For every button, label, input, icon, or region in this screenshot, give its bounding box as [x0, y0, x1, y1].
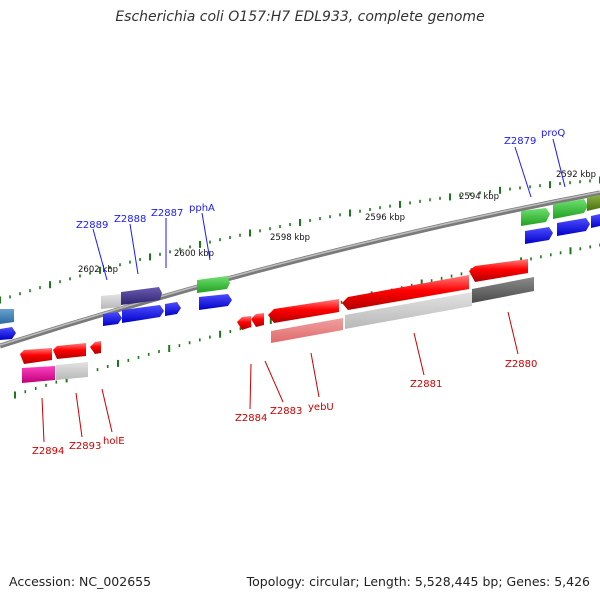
gene-label-z2884[interactable]: Z2884 — [235, 413, 267, 424]
gene-label-yebu[interactable]: yebU — [308, 402, 334, 413]
genome-backbone-highlight — [0, 191, 600, 346]
gene-arrow[interactable] — [101, 294, 121, 309]
gene-arrow[interactable] — [525, 227, 553, 244]
reverse-genes — [20, 259, 534, 383]
topology-label: Topology: circular; Length: 5,528,445 bp… — [246, 574, 590, 589]
gene-label-z2888[interactable]: Z2888 — [114, 214, 146, 225]
gene-arrow[interactable] — [199, 294, 232, 310]
gene-arrow[interactable] — [103, 312, 122, 326]
gene-label-z2893[interactable]: Z2893 — [69, 441, 101, 452]
gene-arrow[interactable] — [557, 218, 590, 236]
kbp-marker-2598: 2598 kbp — [270, 233, 310, 243]
gene-arrow[interactable] — [0, 309, 14, 324]
gene-label-proq[interactable]: proQ — [541, 128, 565, 139]
kbp-marker-2592: 2592 kbp — [556, 170, 596, 180]
gene-label-z2889[interactable]: Z2889 — [76, 220, 108, 231]
forward-genes — [0, 195, 600, 340]
gene-arrow[interactable] — [90, 341, 101, 354]
gene-arrow[interactable] — [121, 287, 162, 305]
gene-arrow[interactable] — [237, 316, 251, 330]
kbp-marker-2602: 2602 kbp — [78, 265, 118, 275]
forward-gene-labels: Z2889 Z2888 Z2887 pphA Z2879 proQ — [76, 128, 566, 281]
gene-arrow[interactable] — [345, 292, 472, 329]
kbp-marker-2596: 2596 kbp — [365, 213, 405, 223]
gene-arrow[interactable] — [587, 195, 600, 211]
gene-arrow[interactable] — [22, 366, 55, 383]
gene-label-z2879[interactable]: Z2879 — [504, 136, 536, 147]
genome-backbone — [0, 190, 600, 349]
gene-arrow[interactable] — [165, 302, 181, 316]
gene-label-z2880[interactable]: Z2880 — [505, 359, 537, 370]
gene-label-z2881[interactable]: Z2881 — [410, 379, 442, 390]
gene-arrow[interactable] — [20, 348, 52, 364]
gene-arrow[interactable] — [342, 275, 469, 310]
kbp-marker-2594: 2594 kbp — [459, 192, 499, 202]
gene-arrow[interactable] — [271, 318, 343, 343]
gene-arrow[interactable] — [469, 259, 528, 282]
gene-arrow[interactable] — [0, 327, 16, 340]
accession-label: Accession: NC_002655 — [9, 574, 152, 589]
gene-label-z2894[interactable]: Z2894 — [32, 446, 64, 457]
gene-arrow[interactable] — [197, 276, 230, 293]
gene-arrow[interactable] — [56, 362, 88, 380]
gene-arrow[interactable] — [472, 277, 534, 303]
gene-arrow[interactable] — [591, 214, 600, 228]
gene-arrow[interactable] — [521, 208, 550, 226]
kbp-marker-2600: 2600 kbp — [174, 249, 214, 259]
gene-arrow[interactable] — [53, 343, 86, 359]
reverse-gene-labels: Z2894 Z2893 holE Z2884 Z2883 yebU Z2881 … — [32, 311, 537, 457]
gene-label-z2883[interactable]: Z2883 — [270, 406, 302, 417]
gene-arrow[interactable] — [268, 299, 339, 323]
gene-label-ppha[interactable]: pphA — [189, 203, 215, 214]
map-title: Escherichia coli O157:H7 EDL933, complet… — [115, 9, 485, 25]
gene-arrow[interactable] — [553, 199, 588, 219]
gene-arrow[interactable] — [122, 305, 164, 323]
gene-label-z2887[interactable]: Z2887 — [151, 208, 183, 219]
gene-label-hole[interactable]: holE — [103, 436, 125, 447]
forward-ticks — [0, 176, 600, 304]
gene-arrow[interactable] — [251, 313, 264, 327]
